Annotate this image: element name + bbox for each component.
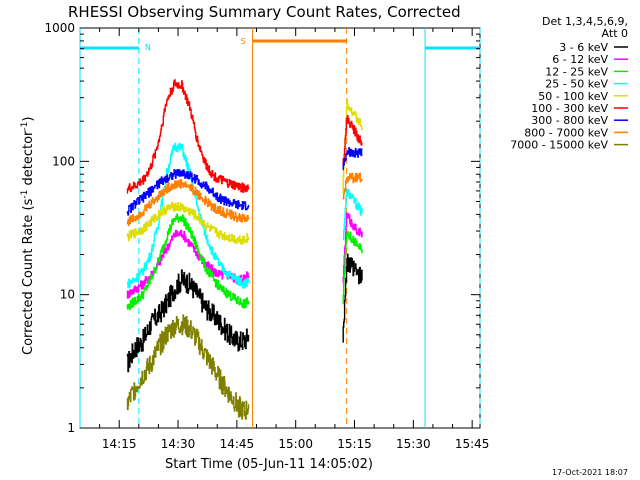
series-25-50-kev-line-late	[342, 189, 363, 241]
y-tick-label-1: 10	[60, 288, 75, 302]
series-100-300-kev-line-late	[342, 115, 363, 166]
plot-marks: NS	[79, 28, 481, 428]
timestamp: 17-Oct-2021 18:07	[552, 468, 628, 477]
legend-label-0: 3 - 6 keV	[559, 41, 608, 54]
series-50-100-kev-line	[126, 201, 250, 245]
y-tick-label-0: 1	[67, 421, 75, 435]
legend-label-5: 100 - 300 keV	[531, 102, 608, 115]
legend-label-2: 12 - 25 keV	[545, 65, 608, 78]
x-tick-label-1: 14:30	[161, 437, 196, 451]
y-axis-ticks: 1 10 100 1000	[44, 21, 480, 435]
legend-label-3: 25 - 50 keV	[545, 78, 608, 91]
saa-marker: S	[241, 37, 246, 46]
series-6-12-kev-line-late	[342, 212, 363, 284]
legend-header-0: Det 1,3,4,5,6,9,	[542, 15, 628, 28]
x-tick-label-3: 15:00	[278, 437, 313, 451]
series-25-50-kev-line	[126, 142, 250, 289]
series-7000-15000-kev-line	[126, 314, 250, 420]
series-300-800-kev-line-late	[342, 147, 363, 171]
y-axis-label-end: )	[21, 117, 36, 122]
y-tick-label-2: 100	[52, 154, 75, 168]
x-axis-label: Start Time (05-Jun-11 14:05:02)	[165, 457, 373, 472]
y-axis-label-sup1: -1	[20, 190, 30, 199]
x-axis-ticks: 14:15 14:30 14:45 15:00 15:15 15:30 15:45	[99, 28, 490, 451]
x-tick-label-4: 15:15	[337, 437, 372, 451]
y-axis-label-sup2: -1	[20, 122, 30, 131]
series-800-7000-kev-line	[126, 179, 250, 227]
x-tick-label-0: 14:15	[102, 437, 137, 451]
series-3-6-kev-line	[126, 269, 250, 373]
series-3-6-kev-line-late	[342, 253, 363, 343]
y-axis-label-mid: detector	[21, 130, 36, 190]
series-12-25-kev-line-late	[342, 231, 363, 305]
legend-label-1: 6 - 12 keV	[552, 53, 608, 66]
x-tick-label-6: 15:45	[455, 437, 490, 451]
series-300-800-kev-line	[126, 169, 250, 216]
legend-label-4: 50 - 100 keV	[538, 90, 608, 103]
y-tick-label-3: 1000	[44, 21, 75, 35]
night-marker: N	[145, 43, 151, 52]
series-12-25-kev-line	[126, 213, 250, 311]
x-tick-label-2: 14:45	[220, 437, 255, 451]
y-axis-label: Corrected Count Rate (s-1 detector-1)	[20, 117, 36, 355]
x-tick-label-5: 15:30	[396, 437, 431, 451]
y-axis-label-main: Corrected Count Rate (s	[21, 198, 36, 355]
legend-label-7: 800 - 7000 keV	[524, 126, 608, 139]
series-100-300-kev-line	[126, 79, 250, 194]
legend-header-1: Att 0	[602, 27, 628, 40]
chart-title: RHESSI Observing Summary Count Rates, Co…	[68, 3, 461, 21]
legend-label-8: 7000 - 15000 keV	[510, 139, 608, 152]
legend-label-6: 300 - 800 keV	[531, 114, 608, 127]
series-800-7000-kev-line-late	[342, 172, 363, 200]
